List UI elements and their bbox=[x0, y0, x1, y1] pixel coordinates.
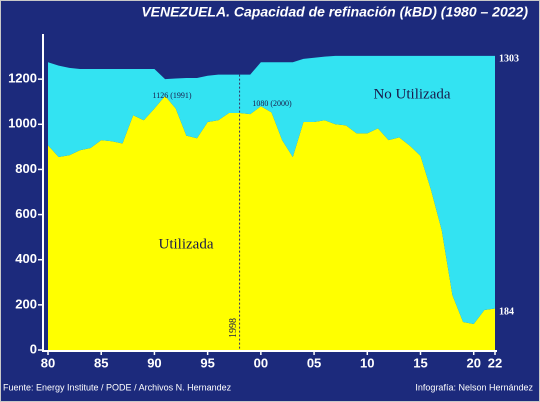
annotation: 1080 (2000) bbox=[252, 99, 292, 108]
x-tick-label: 80 bbox=[41, 355, 55, 370]
x-tick-label: 15 bbox=[413, 355, 427, 370]
y-tick-label: 200 bbox=[15, 296, 37, 311]
y-tick-label: 800 bbox=[15, 161, 37, 176]
x-tick-label: 20 bbox=[466, 355, 480, 370]
y-tick-label: 1000 bbox=[8, 116, 37, 131]
marker-label: 1998 bbox=[228, 318, 239, 338]
annotation: 1303 bbox=[499, 53, 519, 64]
x-tick-label: 05 bbox=[307, 355, 321, 370]
x-tick-label: 00 bbox=[254, 355, 268, 370]
y-tick-label: 0 bbox=[30, 341, 37, 356]
x-tick-label: 85 bbox=[94, 355, 108, 370]
annotation: 1126 (1991) bbox=[152, 91, 191, 100]
annotation: 184 bbox=[499, 306, 514, 317]
x-tick-label: 90 bbox=[147, 355, 161, 370]
chart-title: VENEZUELA. Capacidad de refinación (kBD)… bbox=[141, 4, 528, 20]
area bbox=[48, 95, 495, 351]
y-tick-label: 600 bbox=[15, 206, 37, 221]
series-label: Utilizada bbox=[159, 236, 214, 252]
x-tick-label: 22 bbox=[488, 355, 502, 370]
x-tick-label: 10 bbox=[360, 355, 374, 370]
credit: Infografía: Nelson Hernández bbox=[415, 382, 533, 392]
y-tick-label: 1200 bbox=[8, 71, 37, 86]
x-tick-label: 95 bbox=[200, 355, 214, 370]
area bbox=[48, 55, 495, 325]
series-label: No Utilizada bbox=[373, 86, 450, 102]
y-tick-label: 400 bbox=[15, 251, 37, 266]
source: Fuente: Energy Institute / PODE / Archiv… bbox=[3, 382, 232, 392]
